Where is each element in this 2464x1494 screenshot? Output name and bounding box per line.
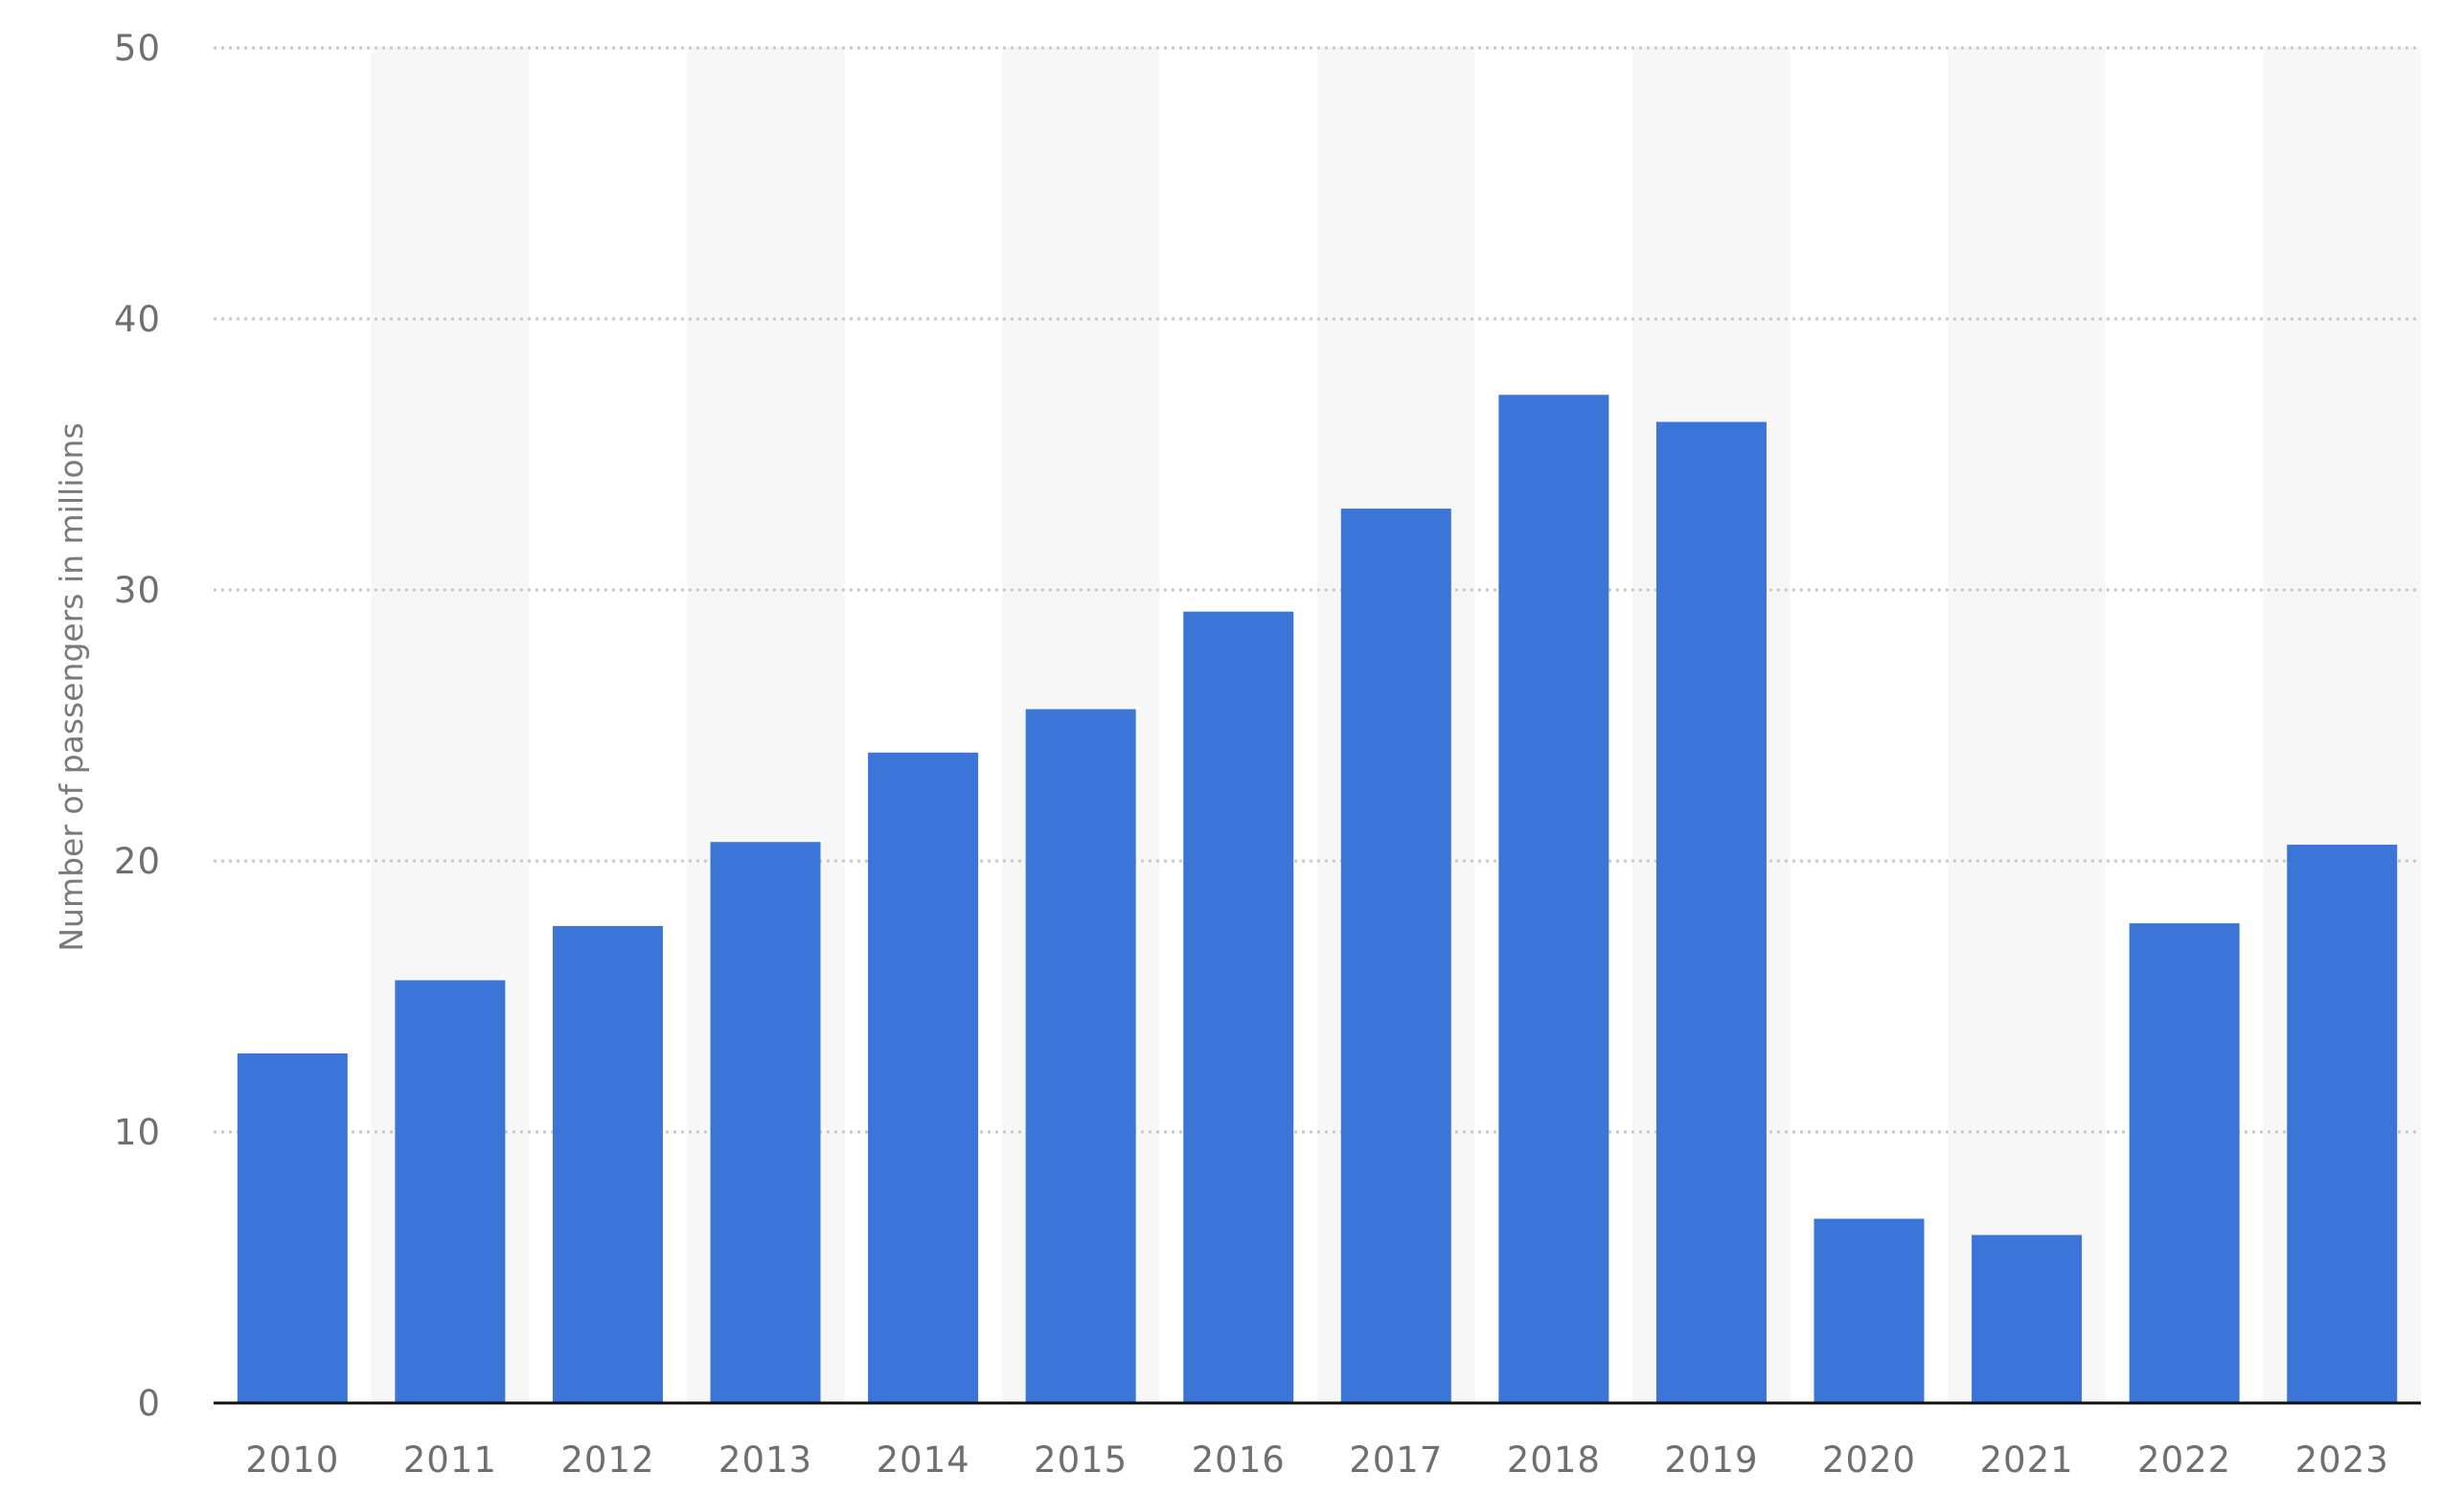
bar-2013[interactable] (710, 842, 821, 1403)
bar-2021[interactable] (1972, 1234, 2083, 1403)
bar-2017[interactable] (1340, 509, 1451, 1403)
x-tick-label: 2012 (560, 1439, 654, 1481)
bar-2014[interactable] (868, 752, 979, 1403)
x-tick-label: 2013 (719, 1439, 812, 1481)
bar-2020[interactable] (1814, 1218, 1925, 1403)
x-tick-label: 2020 (1822, 1439, 1916, 1481)
x-axis-ticks: 2010 2011 2012 2013 2014 2015 2016 2017 2018 2019… (245, 1439, 2389, 1481)
bar-2010[interactable] (237, 1053, 348, 1403)
bar-2018[interactable] (1498, 395, 1609, 1403)
bar-2015[interactable] (1025, 709, 1136, 1403)
y-axis-title: Number of passengers in millions (53, 422, 90, 951)
x-tick-label: 2016 (1192, 1439, 1286, 1481)
x-tick-label: 2015 (1034, 1439, 1128, 1481)
bars (237, 395, 2398, 1403)
x-tick-label: 2022 (2137, 1439, 2231, 1481)
bar-2016[interactable] (1183, 611, 1294, 1403)
x-tick-label: 2017 (1349, 1439, 1443, 1481)
bar-2011[interactable] (395, 980, 506, 1403)
bar-2019[interactable] (1655, 421, 1767, 1403)
x-tick-label: 2019 (1664, 1439, 1758, 1481)
y-tick-label: 0 (137, 1383, 161, 1424)
x-tick-label: 2014 (876, 1439, 970, 1481)
x-tick-label: 2021 (1979, 1439, 2073, 1481)
bar-2023[interactable] (2287, 845, 2398, 1403)
x-tick-label: 2010 (245, 1439, 339, 1481)
x-tick-label: 2011 (403, 1439, 497, 1481)
y-tick-label: 10 (114, 1112, 161, 1153)
x-tick-label: 2018 (1507, 1439, 1601, 1481)
y-tick-label: 30 (114, 570, 161, 611)
y-tick-label: 40 (114, 299, 161, 340)
x-tick-label: 2023 (2295, 1439, 2389, 1481)
bar-2012[interactable] (552, 925, 663, 1403)
bar-2022[interactable] (2129, 923, 2240, 1403)
y-tick-label: 20 (114, 841, 161, 882)
y-axis-ticks: 0 10 20 30 40 50 (114, 28, 161, 1424)
band-2021 (1948, 48, 2106, 1403)
y-tick-label: 50 (114, 28, 161, 69)
